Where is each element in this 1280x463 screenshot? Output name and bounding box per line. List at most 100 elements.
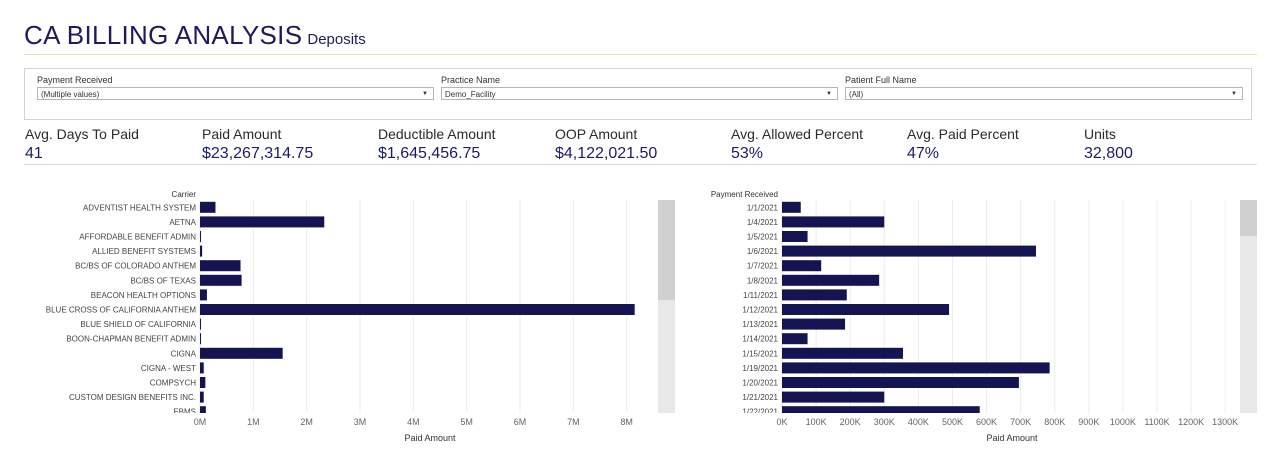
page-header: CA BILLING ANALYSIS Deposits [24,20,366,51]
bar[interactable] [200,231,201,242]
filter-panel: Payment Received (Multiple values) ▼ Pra… [24,68,1252,120]
x-tick-label: 100K [806,417,827,427]
x-tick-label: 300K [874,417,895,427]
x-tick-label: 2M [300,417,313,427]
category-label: ADVENTIST HEALTH SYSTEM [83,203,196,212]
bar[interactable] [200,333,201,345]
kpi-avg-allowed-percent: Avg. Allowed Percent 53% [731,126,863,163]
x-tick-label: 200K [840,417,861,427]
payment-received-dropdown[interactable]: (Multiple values) ▼ [37,87,434,100]
bar[interactable] [200,406,206,417]
kpi-value: 41 [25,145,43,162]
bar[interactable] [782,318,846,330]
bar[interactable] [200,245,203,257]
scrollbar-track[interactable] [1240,200,1257,413]
category-label: 1/8/2021 [747,276,779,285]
filter-label: Payment Received [37,75,113,85]
x-tick-label: 700K [1010,417,1031,427]
x-tick-label: 1M [247,417,260,427]
x-tick-label: 500K [942,417,963,427]
category-label: 1/7/2021 [747,262,779,271]
x-axis-title: Paid Amount [404,433,456,443]
filter-label: Practice Name [441,75,501,85]
kpi-value: $23,267,314.75 [202,145,314,162]
bar[interactable] [782,274,880,286]
x-tick-label: 1300K [1212,417,1238,427]
practice-name-dropdown[interactable]: Demo_Facility ▼ [441,87,838,100]
kpi-avg-days-to-paid: Avg. Days To Paid 41 [25,126,139,163]
bar[interactable] [782,289,847,301]
category-label: 1/13/2021 [742,320,778,329]
bar[interactable] [200,289,207,301]
dropdown-value: Demo_Facility [445,90,496,99]
kpi-value: $4,122,021.50 [555,145,658,162]
bar[interactable] [782,216,885,228]
category-header: Carrier [172,190,197,199]
x-tick-label: 800K [1044,417,1065,427]
bar[interactable] [200,318,201,330]
kpi-value: 53% [731,145,764,162]
kpi-label: Avg. Paid Percent [907,126,1019,142]
category-label: 1/11/2021 [743,291,779,300]
chevron-down-icon[interactable]: ▼ [422,91,428,97]
category-label: AFFORDABLE BENEFIT ADMIN [79,233,196,242]
category-label: ALLIED BENEFIT SYSTEMS [92,247,196,256]
bar[interactable] [782,377,1019,388]
bar[interactable] [782,260,822,272]
category-label: CIGNA - WEST [141,364,196,373]
chevron-down-icon[interactable]: ▼ [826,91,832,97]
bar[interactable] [782,347,904,359]
bar[interactable] [200,274,242,286]
patient-full-name-dropdown[interactable]: (All) ▼ [845,87,1243,100]
x-tick-label: 0M [194,417,207,427]
bar[interactable] [200,201,216,213]
bar[interactable] [782,245,1036,257]
x-tick-label: 0K [776,417,787,427]
bar[interactable] [782,362,1050,374]
filter-practice-name: Practice Name Demo_Facility ▼ [441,75,838,100]
category-label: AETNA [169,218,196,227]
bar[interactable] [782,201,801,213]
bar[interactable] [200,347,283,359]
kpi-label: Units [1084,126,1116,142]
scrollbar-thumb[interactable] [1240,200,1257,236]
bar[interactable] [782,304,950,315]
bar[interactable] [782,406,980,417]
bar-group: 1/1/2021 1/4/2021 1/5/2021 1/6/2021 1/7/2021… [742,201,1050,417]
kpi-value: $1,645,456.75 [378,145,481,162]
bar[interactable] [200,304,635,315]
kpi-label: OOP Amount [555,126,638,142]
category-label: 1/6/2021 [747,247,779,256]
bar[interactable] [200,260,241,272]
x-tick-label: 4M [407,417,420,427]
bar-group: ADVENTIST HEALTH SYSTEM AETNA AFFORDABLE B… [46,201,635,417]
kpi-value: 47% [907,145,940,162]
dropdown-value: (All) [849,90,864,99]
bar[interactable] [200,391,204,403]
kpi-label: Avg. Days To Paid [25,126,139,142]
bar[interactable] [782,333,808,345]
category-label: 1/20/2021 [742,379,778,388]
kpi-label: Avg. Allowed Percent [731,126,864,142]
bar[interactable] [782,391,885,403]
kpi-units: Units 32,800 [1084,126,1133,163]
scrollbar-thumb[interactable] [658,200,675,300]
bar[interactable] [782,231,808,242]
chevron-down-icon[interactable]: ▼ [1231,91,1237,97]
category-label: EBMS [173,408,196,417]
bar[interactable] [200,362,204,374]
category-label: BLUE CROSS OF CALIFORNIA ANTHEM [46,306,197,315]
category-label: BLUE SHIELD OF CALIFORNIA [80,320,196,329]
bar[interactable] [200,216,325,228]
kpi-avg-paid-percent: Avg. Paid Percent 47% [907,126,1019,163]
category-label: BEACON HEALTH OPTIONS [91,291,196,300]
category-label: 1/5/2021 [747,233,779,242]
filter-payment-received: Payment Received (Multiple values) ▼ [37,75,434,100]
category-label: BOON-CHAPMAN BENEFIT ADMIN [66,335,196,344]
category-label: 1/19/2021 [742,364,778,373]
category-label: 1/1/2021 [747,203,779,212]
category-label: BC/BS OF TEXAS [130,276,196,285]
bar[interactable] [200,377,206,388]
